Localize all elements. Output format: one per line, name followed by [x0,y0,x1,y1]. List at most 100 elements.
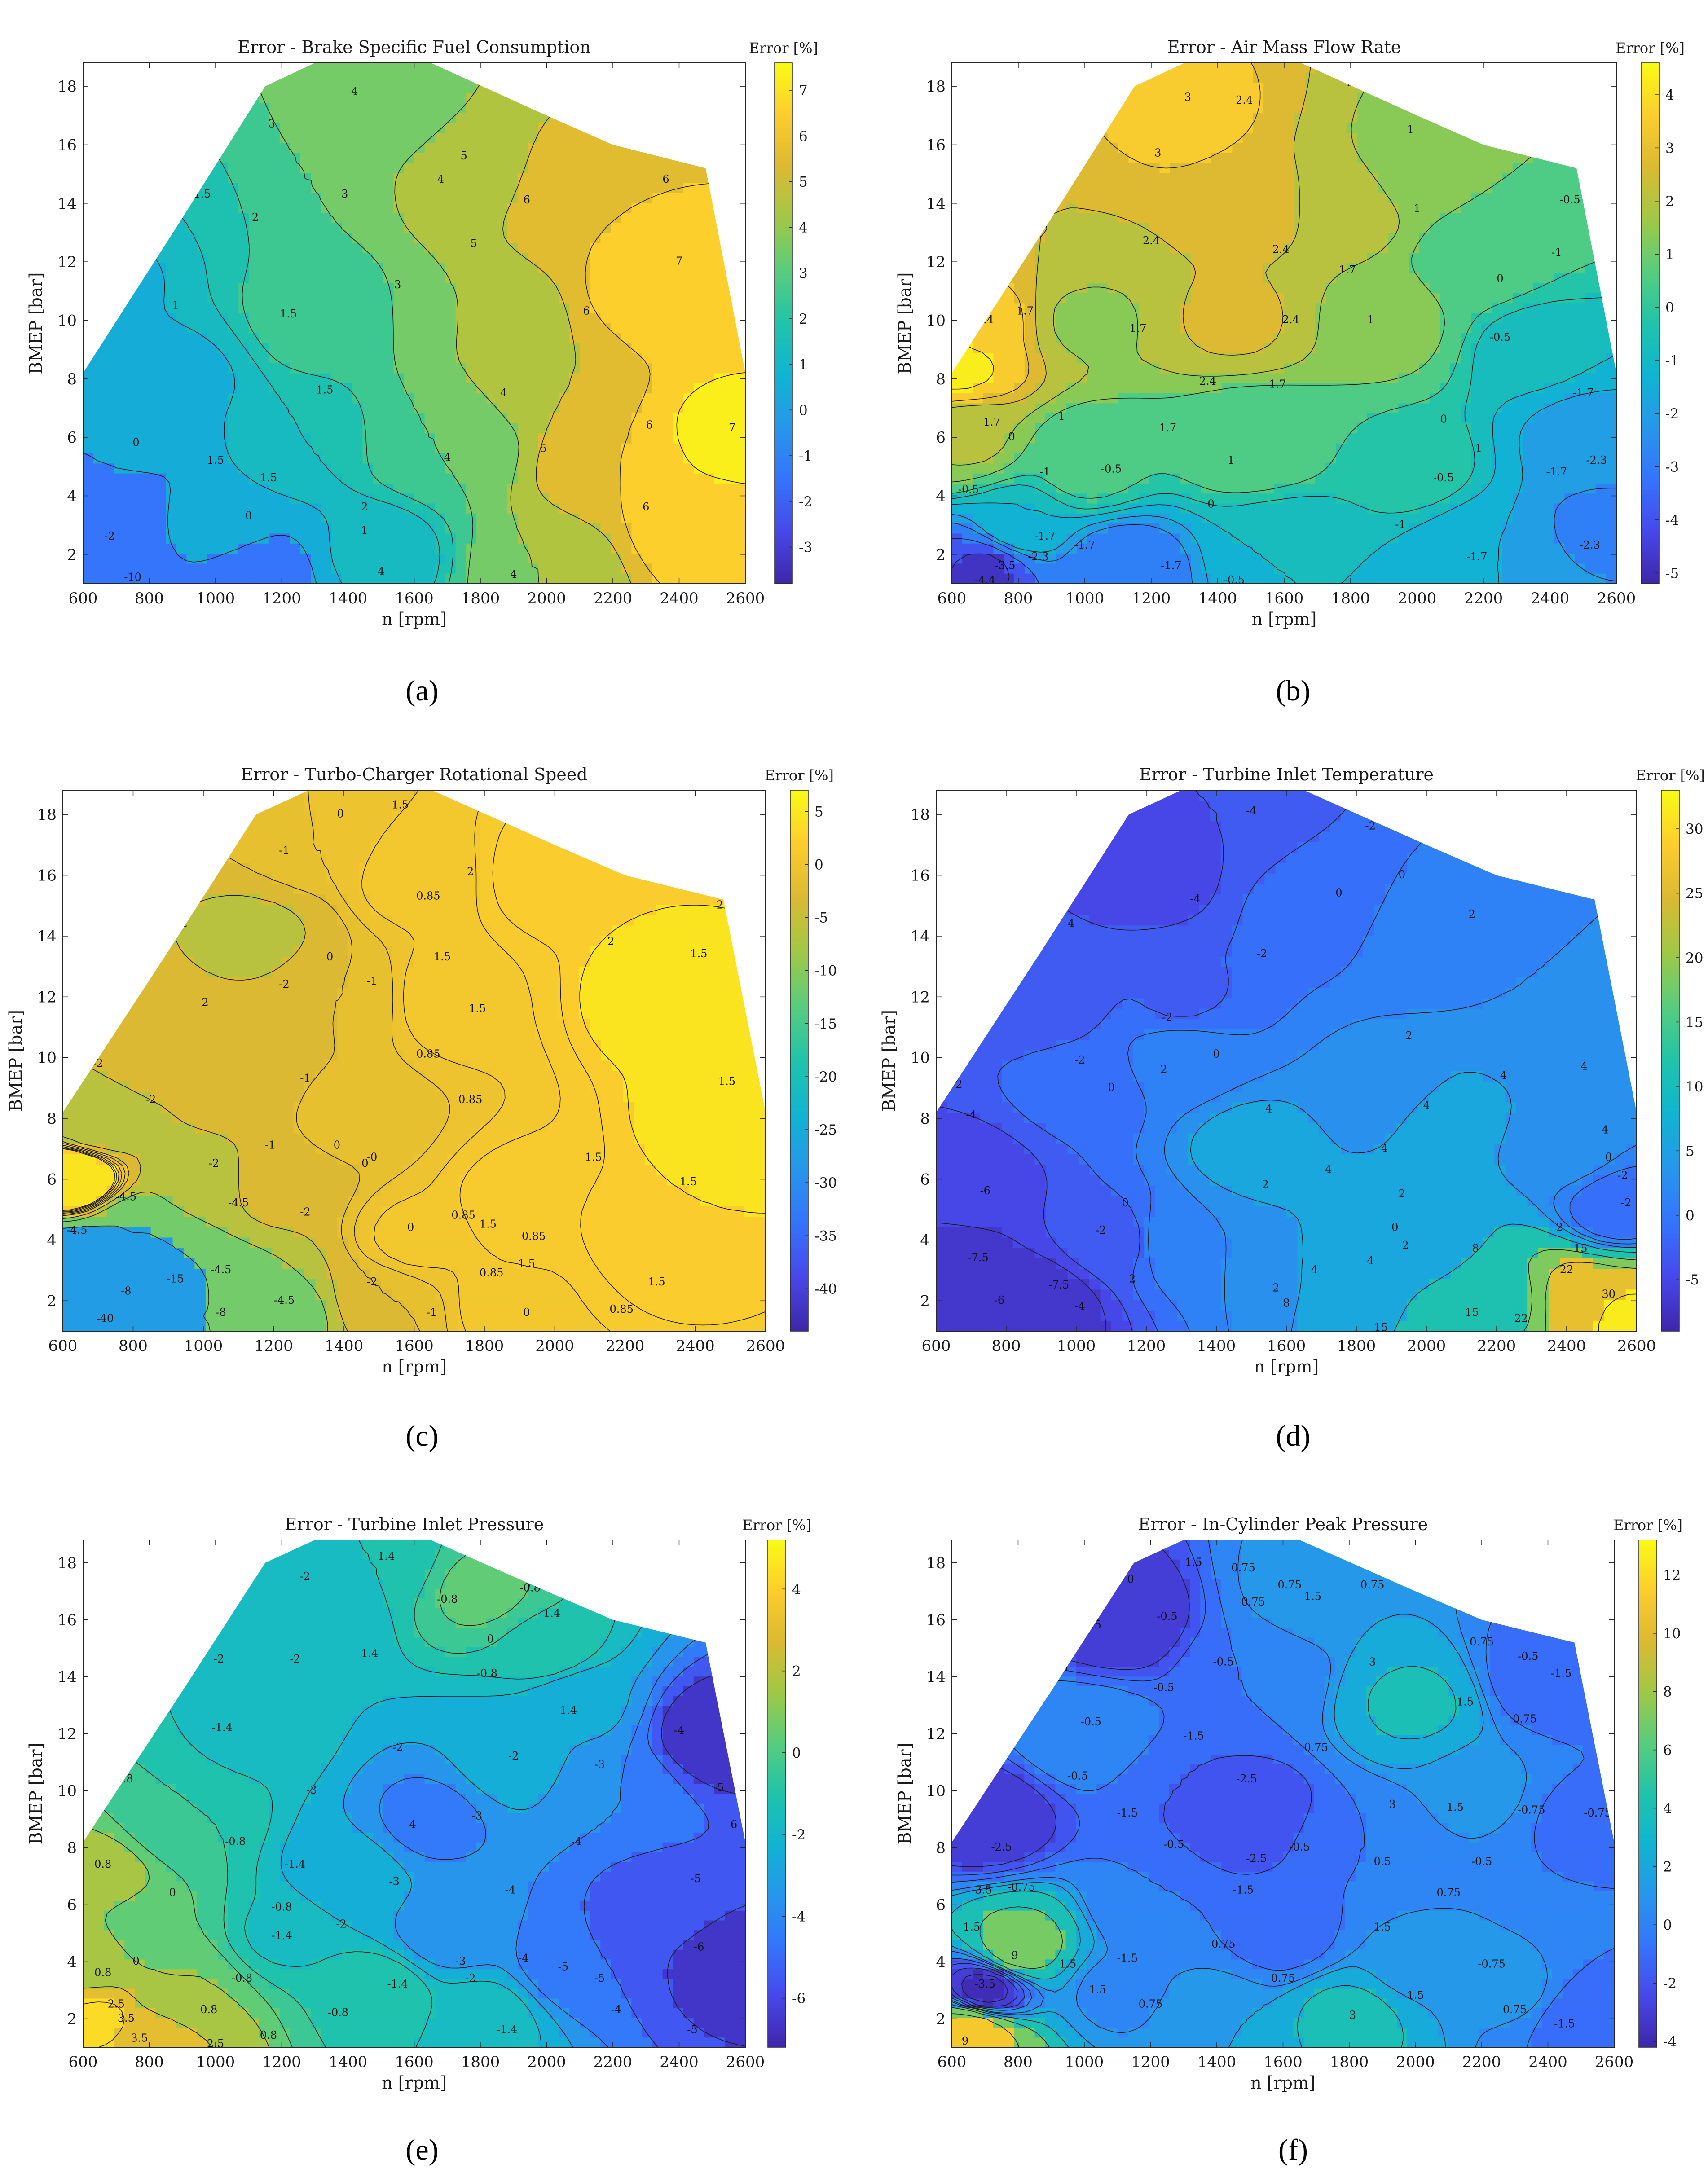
chart-title: Error - Brake Specific Fuel Consumption [238,37,591,57]
contour-line [952,1540,1614,2047]
colorbar-tick-label: 1 [799,357,808,373]
contour-label: -6 [994,1294,1004,1306]
contour-label: 1.5 [260,471,277,484]
contour-label: -1.4 [540,1607,560,1620]
contour-label: 6 [646,419,652,431]
x-tick-label: 1000 [1065,2053,1104,2071]
contour-label: -0.5 [1153,1681,1174,1694]
colorbar-title: Error [%] [765,767,834,784]
contour-label: 0 [1497,273,1503,285]
y-tick-label: 14 [57,1668,77,1686]
contour-label: 1.5 [585,1151,602,1164]
contour-label: 1.7 [1017,304,1034,317]
contour-labels: 01.5 0.750.75 0.750.5-0.5-2.5-3.50.75 1.50.… [962,1556,1611,2047]
contour-label: -0.8 [477,1667,497,1680]
y-tick-label: 16 [926,136,946,154]
x-axis-label: n [rpm] [382,2073,447,2093]
y-tick-label: 12 [926,253,946,271]
x-tick-label: 1000 [1057,1337,1096,1355]
subplot-e: -2-1.4-0.80-0.8-1.4-2 -3 -4-6-2 -2 -1.4-0.8-… [26,1514,811,2166]
colorbar-scale [774,62,793,584]
contour-label: 5 [460,150,467,162]
contour-label: -8 [216,1306,226,1319]
x-tick-label: 2000 [527,589,566,607]
colorbar-tick-label: -4 [1665,512,1679,528]
contour-label: -2 [585,1596,595,1608]
x-tick-label: 1400 [329,589,368,607]
contour-label: 22 [1560,1263,1574,1276]
contour-label: 2.4 [1030,196,1047,209]
colorbar-tick-label: 0 [1663,1917,1672,1933]
contour-label: 0.8 [94,1858,111,1870]
x-tick-label: 2000 [527,2053,566,2071]
x-tick-label: 1200 [262,2053,301,2071]
colorbar-tick-label: -6 [792,1991,806,2007]
colorbar-scale [1638,1540,1657,2048]
colorbar-tick-label: 1 [1665,246,1674,263]
contour-label: 0.75 [1139,1997,1162,2010]
contour-label: 6 [524,194,530,206]
contour-lines [952,63,1616,584]
subplot-c: -101.52 220.851.521.50-10.851.50.851.51.5… [6,765,837,1452]
contour-label: 1.5 [1374,1921,1391,1933]
contour-label: 2.4 [1236,94,1253,106]
contour-label: 1 [1228,454,1234,466]
colorbar-scale [1661,790,1680,1332]
colorbar: -4 -2 0 2 4 6 8 10 12 Error [%] [1613,1517,1682,2050]
contour-line [952,253,1616,499]
contour-label: 1 [172,299,179,311]
contour-line [584,1640,745,2047]
x-tick-label: 800 [135,589,164,607]
contour-label: 15 [1374,1321,1388,1334]
contour-label: -8 [121,1284,131,1297]
y-tick-label: 4 [47,1232,57,1249]
colorbar-title: Error [%] [1613,1517,1682,1534]
contour-label: -4 [1190,893,1201,905]
contour-label: -4 [505,1883,515,1896]
colorbar-tick-label: 2 [799,311,808,327]
colorbar-tick-label: 0 [799,402,808,418]
contour-label: -0.8 [232,1972,252,1984]
contour-label: 0 [1335,887,1342,899]
contour-label: -2 [1074,1054,1085,1066]
colorbar-tick-label: 25 [1686,886,1703,902]
contour-label: -2.5 [1246,1852,1267,1865]
y-tick-label: 6 [936,429,946,447]
colorbar-tick-label: 4 [1663,1800,1672,1817]
contour-lines [63,790,766,1331]
colorbar-tick-label: -3 [1665,459,1679,475]
contour-label: 1.7 [1345,76,1362,89]
contour-label: 3 [269,117,275,130]
contour-line [952,354,1616,584]
colorbar-tick-label: 4 [799,220,808,236]
y-tick-label: 14 [57,195,77,213]
y-tick-label: 14 [926,1668,946,1686]
colorbar-tick-label: -5 [1686,1272,1699,1288]
contour-label: -2 [508,1750,519,1762]
contour-label: 9 [962,2035,968,2047]
contour-label: 3 [1154,147,1161,159]
x-tick-label: 1800 [1337,1337,1376,1355]
contour-line [661,1669,745,2047]
subfigure-caption: (b) [1276,674,1311,707]
x-tick-label: 2000 [1398,589,1437,607]
colorbar-tick-label: 20 [1686,950,1703,966]
contour-label: -4 [1246,805,1256,817]
contour-label: 1.7 [1129,322,1146,335]
x-tick-label: 1600 [1265,589,1304,607]
contour-label: 0.75 [1278,1579,1302,1591]
contour-label: 0.85 [416,889,440,902]
contour-label: -4 [405,1818,416,1830]
contour-label: 2 [252,211,259,224]
contour-label: 0.85 [451,1209,475,1221]
x-tick-label: 600 [938,2053,967,2071]
contour-label: 4 [1381,1142,1388,1154]
contour-label: -1 [427,1306,437,1319]
contour-label: 0 [1208,498,1215,510]
contour-label: 0.5 [1423,1567,1440,1580]
contour-label: 30 [1602,1288,1616,1300]
contour-label: -0.75 [1518,1804,1545,1817]
contour-label: 1 [361,524,368,537]
contour-label: 0 [1008,431,1015,443]
